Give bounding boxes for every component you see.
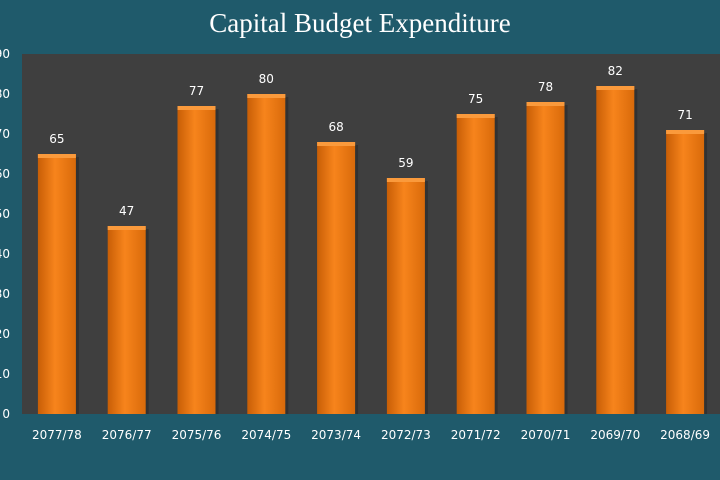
y-tick-label: 50 — [0, 207, 10, 221]
data-label: 75 — [468, 92, 483, 106]
x-axis: 2077/78 2076/77 2075/76 2074/75 2073/74 2072/… — [32, 428, 710, 442]
y-tick-label: 10 — [0, 367, 10, 381]
bar-2072-73 — [386, 178, 425, 414]
bar-2076-77 — [107, 226, 146, 414]
y-tick-label: 90 — [0, 47, 10, 61]
data-label: 82 — [608, 64, 623, 78]
chart-title: Capital Budget Expenditure — [209, 8, 511, 38]
x-tick-label: 2077/78 — [32, 428, 82, 442]
data-label: 68 — [328, 120, 343, 134]
bar-top-highlight — [666, 130, 705, 134]
bar-2073-74 — [317, 142, 356, 414]
bar-top-highlight — [596, 86, 635, 90]
x-tick-label: 2071/72 — [451, 428, 501, 442]
y-axis: 0 10 20 30 40 50 60 70 80 90 — [0, 47, 10, 421]
y-tick-label: 20 — [0, 327, 10, 341]
data-labels-group: 65 47 77 80 68 59 75 78 82 71 — [49, 64, 692, 218]
x-tick-label: 2070/71 — [521, 428, 571, 442]
bar-top-highlight — [456, 114, 495, 118]
x-tick-label: 2068/69 — [660, 428, 710, 442]
y-tick-label: 40 — [0, 247, 10, 261]
bar-2070-71 — [526, 102, 565, 414]
y-tick-label: 60 — [0, 167, 10, 181]
bar-2069-70 — [596, 86, 635, 414]
bar-2071-72 — [456, 114, 495, 414]
x-tick-label: 2075/76 — [172, 428, 222, 442]
x-tick-label: 2073/74 — [311, 428, 361, 442]
y-tick-label: 80 — [0, 87, 10, 101]
data-label: 80 — [259, 72, 274, 86]
bar-top-highlight — [247, 94, 286, 98]
y-tick-label: 30 — [0, 287, 10, 301]
data-label: 77 — [189, 84, 204, 98]
x-tick-label: 2072/73 — [381, 428, 431, 442]
bar-top-highlight — [177, 106, 216, 110]
x-tick-label: 2069/70 — [590, 428, 640, 442]
data-label: 47 — [119, 204, 134, 218]
bar-top-highlight — [107, 226, 146, 230]
bar-2074-75 — [247, 94, 286, 414]
x-tick-label: 2076/77 — [102, 428, 152, 442]
y-tick-label: 70 — [0, 127, 10, 141]
data-label: 71 — [677, 108, 692, 122]
bar-2068-69 — [666, 130, 705, 414]
data-label: 59 — [398, 156, 413, 170]
y-tick-label: 0 — [2, 407, 10, 421]
bar-top-highlight — [317, 142, 356, 146]
x-tick-label: 2074/75 — [241, 428, 291, 442]
bars-group — [37, 86, 708, 414]
bar-top-highlight — [386, 178, 425, 182]
data-label: 78 — [538, 80, 553, 94]
bar-top-highlight — [526, 102, 565, 106]
bar-2077-78 — [37, 154, 76, 414]
bar-top-highlight — [37, 154, 76, 158]
data-label: 65 — [49, 132, 64, 146]
bar-2075-76 — [177, 106, 216, 414]
